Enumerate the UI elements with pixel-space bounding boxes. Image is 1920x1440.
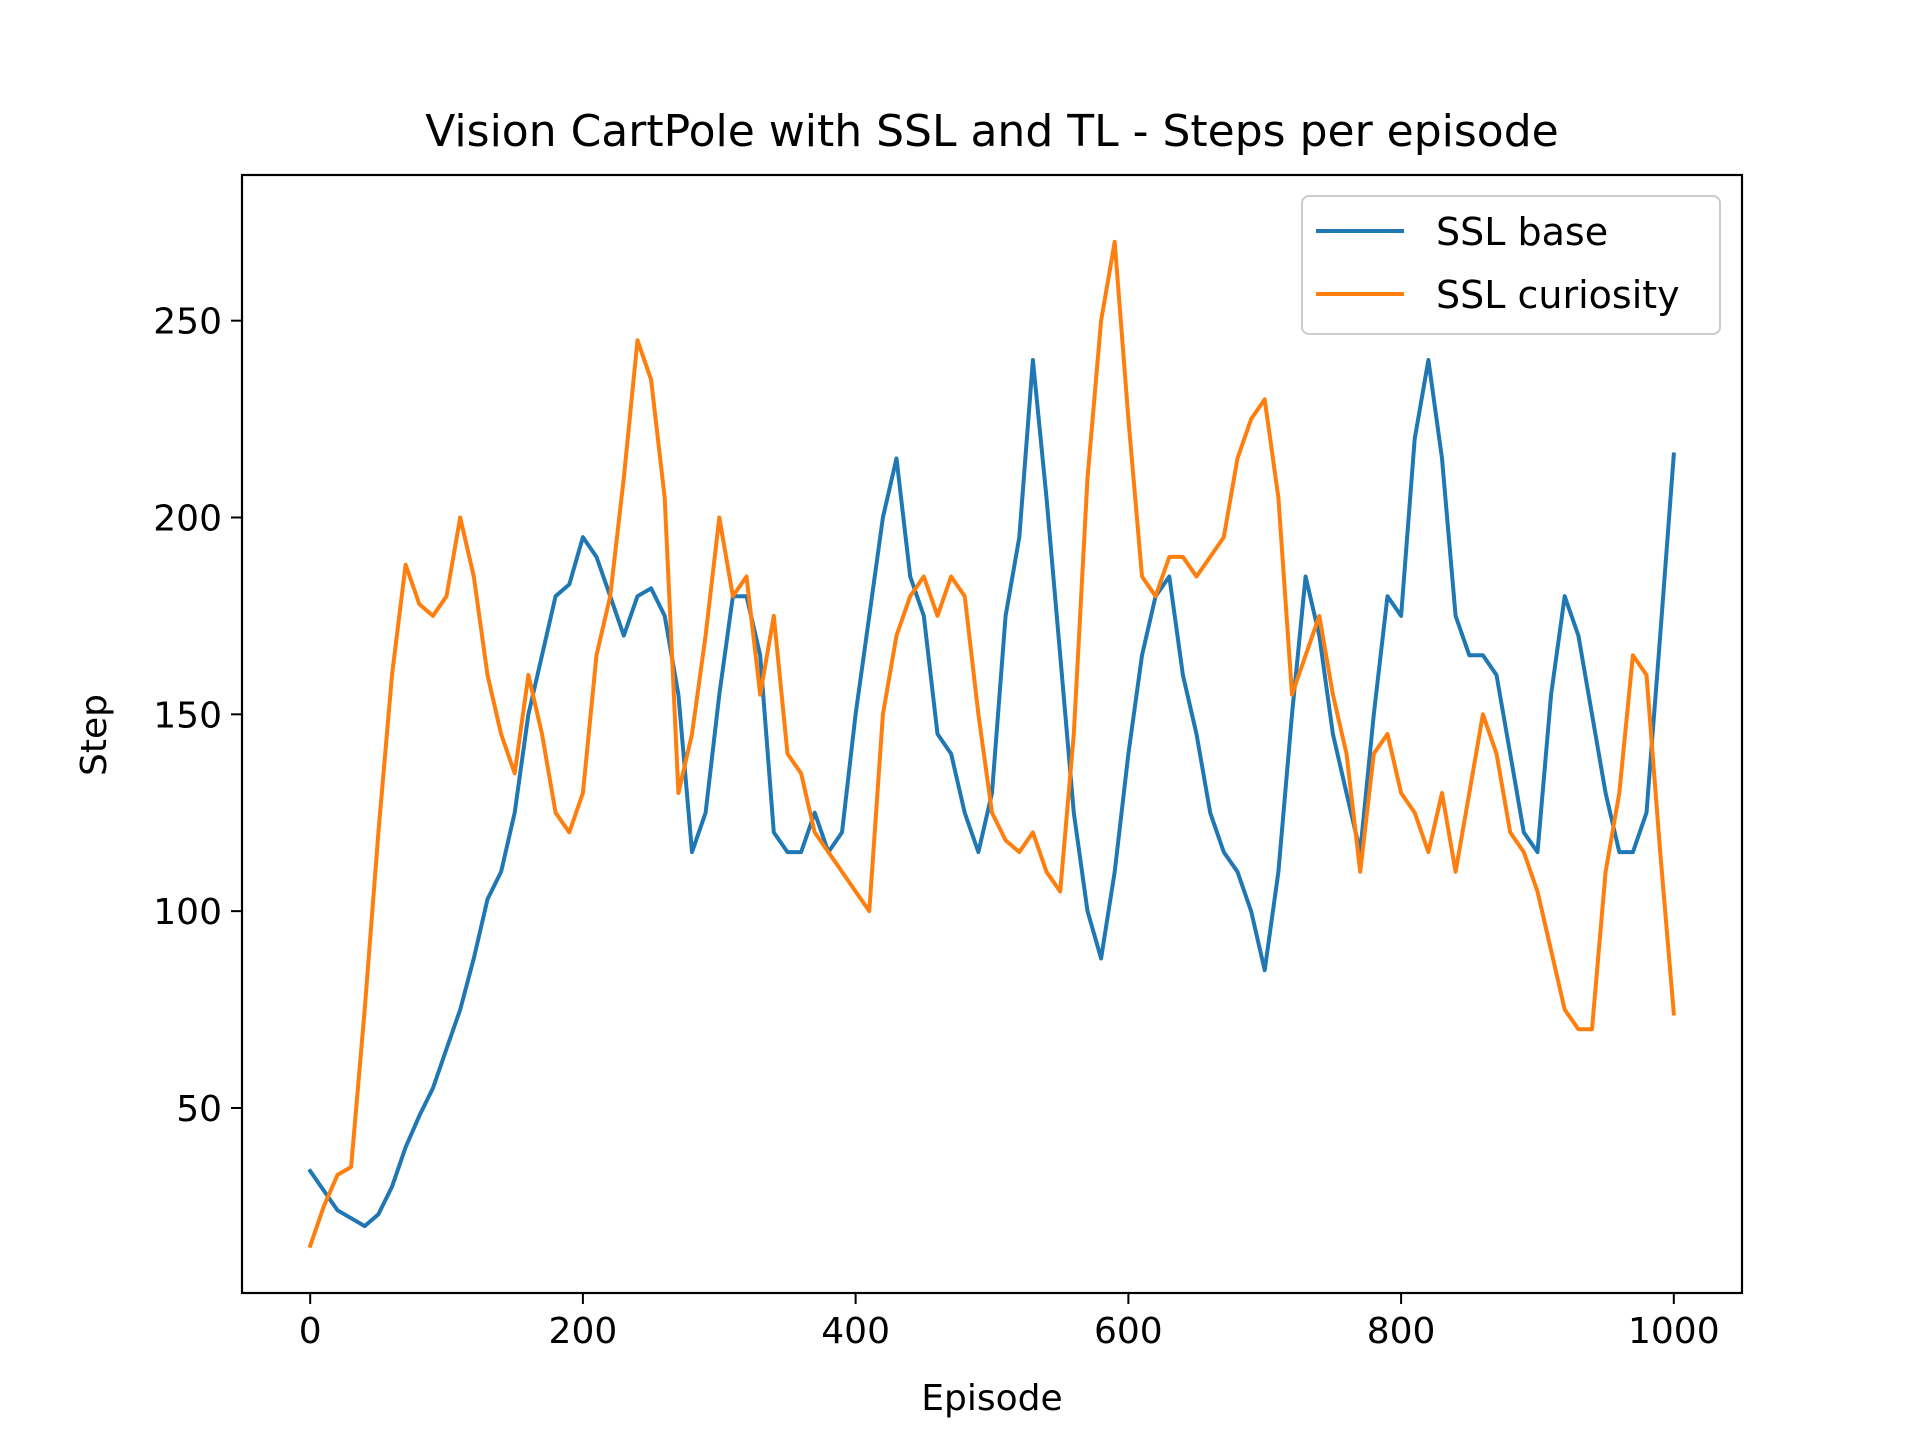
plot-frame [240,173,1744,1295]
chart-title: Vision CartPole with SSL and TL - Steps … [425,106,1558,157]
x-tick-label-3: 600 [1094,1311,1163,1352]
series-layer [307,239,1676,1249]
x-tick-label-1: 200 [549,1311,618,1352]
x-tick-label-4: 800 [1367,1311,1436,1352]
x-tick-label-0: 0 [299,1311,322,1352]
legend-label-ssl-curiosity: SSL curiosity [1436,273,1680,317]
series-line-0 [307,358,1676,1229]
y-tick-label-0: 50 [176,1089,222,1130]
x-tick-label-2: 400 [821,1311,890,1352]
y-tick-label-4: 250 [153,302,222,343]
legend-label-ssl-base: SSL base [1436,210,1608,254]
y-tick-label-3: 200 [153,498,222,539]
x-tick-label-5: 1000 [1628,1311,1720,1352]
series-line-1 [307,239,1676,1249]
y-axis-label: Step [74,694,115,776]
y-tick-label-2: 150 [153,695,222,736]
y-axis: 50 100 150 200 250 [153,302,242,1130]
x-axis-label: Episode [921,1378,1062,1419]
y-tick-label-1: 100 [153,892,222,933]
legend: SSL base SSL curiosity [1301,195,1721,335]
legend-box [1301,195,1721,335]
x-axis: 0 200 400 600 800 1000 [299,1293,1720,1352]
